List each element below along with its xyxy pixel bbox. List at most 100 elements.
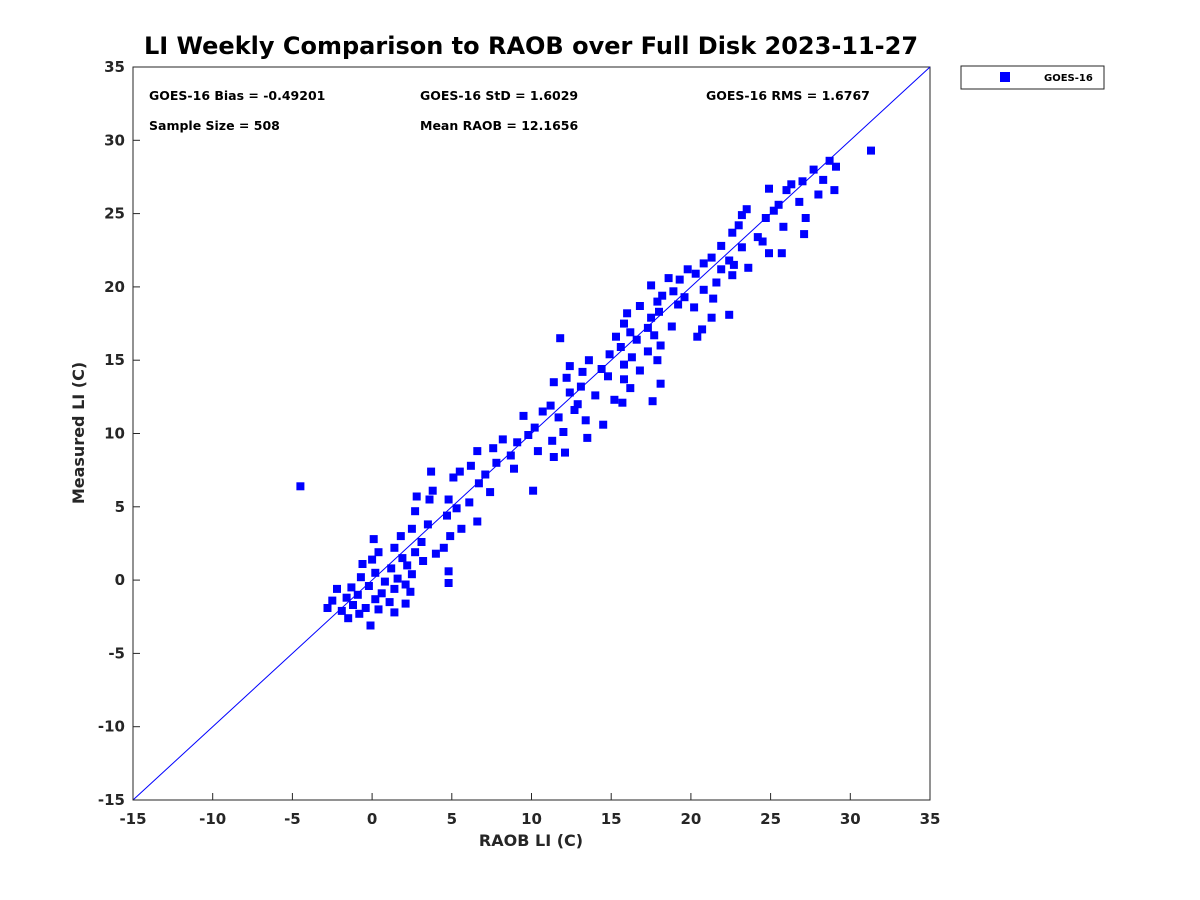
x-tick-label: 15 bbox=[601, 810, 622, 828]
x-tick-label: 35 bbox=[920, 810, 941, 828]
data-point bbox=[492, 458, 501, 467]
data-point bbox=[412, 492, 421, 501]
data-point bbox=[344, 614, 353, 623]
x-axis-label: RAOB LI (C) bbox=[479, 831, 583, 850]
data-point bbox=[524, 431, 533, 439]
data-point bbox=[498, 435, 507, 444]
data-point bbox=[798, 177, 807, 186]
data-points bbox=[296, 146, 875, 630]
data-point bbox=[533, 447, 542, 456]
data-point bbox=[530, 423, 539, 432]
x-tick-label: 5 bbox=[447, 810, 457, 828]
data-point bbox=[725, 256, 734, 265]
data-point bbox=[610, 395, 619, 404]
data-point bbox=[361, 604, 370, 612]
data-point bbox=[481, 470, 490, 479]
y-tick-label: 25 bbox=[104, 205, 125, 223]
data-point bbox=[734, 221, 743, 230]
stat-std: GOES-16 StD = 1.6029 bbox=[420, 88, 578, 103]
data-point bbox=[559, 428, 568, 436]
data-point bbox=[355, 609, 364, 618]
data-point bbox=[396, 532, 405, 541]
data-point bbox=[725, 310, 734, 319]
data-point bbox=[431, 549, 440, 558]
y-tick-label: -15 bbox=[98, 791, 125, 809]
data-point bbox=[699, 285, 708, 294]
data-point bbox=[680, 293, 689, 302]
data-point bbox=[427, 467, 436, 476]
data-point bbox=[583, 433, 592, 442]
data-point bbox=[612, 332, 620, 341]
data-point bbox=[632, 335, 641, 344]
data-point bbox=[576, 382, 585, 391]
data-point bbox=[455, 467, 464, 476]
data-point bbox=[667, 322, 676, 331]
data-point bbox=[709, 294, 718, 303]
x-tick-label: -5 bbox=[284, 810, 301, 828]
data-point bbox=[737, 211, 746, 220]
data-point bbox=[643, 347, 652, 356]
stat-mean-raob: Mean RAOB = 12.1656 bbox=[420, 118, 578, 133]
data-point bbox=[664, 274, 673, 283]
data-point bbox=[474, 479, 483, 488]
data-point bbox=[627, 353, 636, 362]
data-point bbox=[371, 568, 380, 577]
data-point bbox=[296, 482, 305, 491]
data-point bbox=[444, 579, 453, 587]
data-point bbox=[777, 249, 786, 258]
data-point bbox=[604, 372, 612, 381]
data-point bbox=[356, 573, 365, 582]
data-point bbox=[328, 596, 337, 605]
legend: GOES-16 bbox=[960, 65, 1105, 90]
y-tick-label: 20 bbox=[104, 278, 125, 296]
data-point bbox=[779, 222, 788, 231]
data-point bbox=[506, 451, 515, 460]
data-point bbox=[830, 186, 839, 195]
data-point bbox=[787, 180, 796, 189]
x-axis: -15 -10 -5 0 5 10 15 20 25 30 35 bbox=[119, 793, 940, 828]
data-point bbox=[597, 365, 606, 373]
data-point bbox=[401, 580, 410, 589]
data-point bbox=[529, 486, 538, 495]
data-point bbox=[407, 524, 416, 533]
data-point bbox=[353, 590, 362, 599]
data-point bbox=[398, 554, 407, 563]
data-point bbox=[549, 378, 558, 387]
data-point bbox=[728, 271, 737, 280]
data-point bbox=[411, 507, 420, 516]
legend-marker bbox=[1000, 72, 1010, 82]
x-tick-label: 10 bbox=[521, 810, 542, 828]
data-point bbox=[401, 599, 410, 608]
data-point bbox=[349, 601, 357, 609]
data-point bbox=[707, 313, 716, 322]
data-point bbox=[765, 184, 773, 193]
data-point bbox=[519, 411, 528, 420]
data-point bbox=[377, 589, 386, 598]
data-point bbox=[699, 259, 708, 268]
data-point bbox=[761, 214, 770, 222]
data-point bbox=[867, 146, 875, 155]
data-point bbox=[366, 621, 375, 630]
data-point bbox=[658, 291, 667, 300]
data-point bbox=[635, 302, 644, 310]
data-point bbox=[656, 379, 665, 388]
stat-sample-size: Sample Size = 508 bbox=[149, 118, 280, 133]
data-point bbox=[549, 453, 558, 461]
data-point bbox=[675, 275, 684, 284]
data-point bbox=[819, 175, 828, 184]
data-point bbox=[581, 416, 590, 425]
y-tick-label: 30 bbox=[104, 131, 125, 149]
data-point bbox=[411, 548, 420, 557]
data-point bbox=[656, 341, 665, 350]
data-point bbox=[443, 511, 451, 520]
data-point bbox=[444, 567, 453, 576]
data-point bbox=[591, 391, 600, 400]
data-point bbox=[674, 300, 683, 309]
data-point bbox=[712, 278, 721, 287]
data-point bbox=[690, 303, 699, 312]
data-point bbox=[486, 488, 495, 497]
data-point bbox=[546, 401, 555, 410]
x-tick-label: -15 bbox=[119, 810, 146, 828]
data-point bbox=[669, 287, 678, 296]
stat-rms: GOES-16 RMS = 1.6767 bbox=[706, 88, 870, 103]
